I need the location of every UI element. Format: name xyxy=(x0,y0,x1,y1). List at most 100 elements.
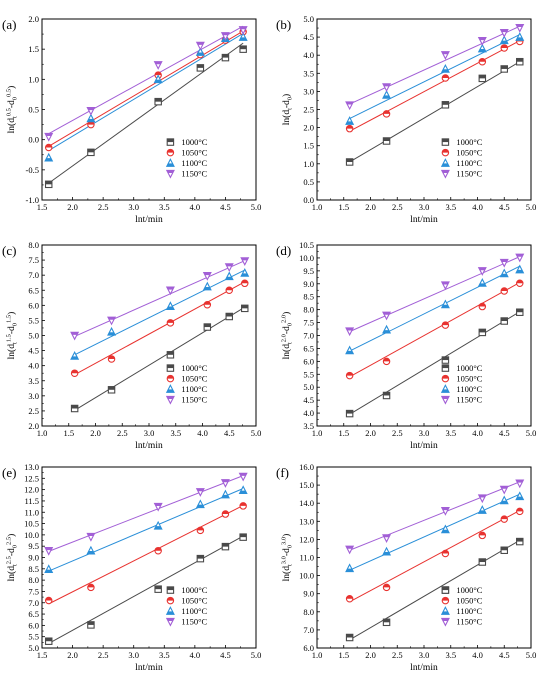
data-point-fill xyxy=(441,507,449,511)
legend-label: 1050°C xyxy=(456,596,482,606)
y-tick-label: 3.5 xyxy=(303,68,314,78)
data-point-fill xyxy=(442,321,449,326)
y-tick-label: 0.5 xyxy=(303,177,314,187)
y-tick-label: 6.5 xyxy=(28,285,39,295)
data-point-fill xyxy=(346,546,354,549)
data-point-fill xyxy=(441,529,449,533)
y-tick-label: 6.0 xyxy=(28,620,39,630)
legend-label: 1050°C xyxy=(456,148,482,158)
y-tick-label: 2.0 xyxy=(28,421,39,431)
legend-marker-fill xyxy=(441,170,449,173)
y-tick-label: 1.0 xyxy=(303,159,314,169)
data-point-fill xyxy=(501,65,508,69)
data-point-fill xyxy=(501,547,508,551)
data-point-fill xyxy=(154,61,162,65)
data-point-fill xyxy=(501,287,508,292)
data-point-fill xyxy=(442,74,449,79)
legend-label: 1050°C xyxy=(181,374,207,384)
data-point-fill xyxy=(204,301,211,305)
legend-label: 1000°C xyxy=(181,137,207,147)
data-point-fill xyxy=(197,555,204,559)
fit-line xyxy=(349,34,520,119)
x-tick-label: 1.0 xyxy=(312,428,323,438)
panel-label: (c) xyxy=(2,243,16,258)
data-point-fill xyxy=(241,280,248,284)
panel-b: 1.0 1.5 2.0 2.5 3.0 3.5 4.0 4.5 5.0 0.0 0.5 1.0 1.5 2… xyxy=(276,14,536,225)
legend-marker-fill xyxy=(167,597,174,601)
legend-label: 1000°C xyxy=(181,585,207,595)
x-tick-label: 1.5 xyxy=(338,202,349,212)
data-point-fill xyxy=(45,158,53,161)
y-tick-label: 9.5 xyxy=(303,266,314,276)
data-point-fill xyxy=(154,585,162,590)
data-point-fill xyxy=(241,257,249,261)
y-tick-label: 9.0 xyxy=(28,553,39,563)
data-point-fill xyxy=(226,287,233,291)
y-tick-label: 8.0 xyxy=(303,305,314,315)
data-point-fill xyxy=(382,330,391,334)
y-axis-label: ln(dt1.5-d01.5) xyxy=(6,312,19,360)
y-tick-label: 5.5 xyxy=(28,632,39,642)
panel-label: (a) xyxy=(2,17,16,32)
data-point-fill xyxy=(45,181,52,185)
data-point-fill xyxy=(166,287,174,290)
data-point-fill xyxy=(196,488,204,492)
x-axis-label: lnt/min xyxy=(410,215,438,225)
y-tick-label: 13.0 xyxy=(299,516,314,526)
x-tick-label: 3.0 xyxy=(128,650,139,660)
data-point-fill xyxy=(500,259,508,262)
fit-line xyxy=(48,25,244,135)
data-point-fill xyxy=(442,101,449,105)
x-tick-label: 4.0 xyxy=(190,650,201,660)
panel-f: 1.0 1.5 2.0 2.5 3.0 3.5 4.0 4.5 5.0 6.0 7.0 8.0 9.0 1… xyxy=(276,462,536,673)
legend-label: 1150°C xyxy=(456,395,482,405)
data-point-fill xyxy=(154,526,162,530)
x-tick-label: 4.0 xyxy=(190,202,201,212)
data-point-fill xyxy=(516,280,523,284)
data-point-fill xyxy=(479,532,486,536)
data-point-fill xyxy=(108,355,115,360)
y-tick-label: 4.0 xyxy=(28,361,39,371)
x-tick-label: 4.5 xyxy=(220,202,231,212)
panel-e: 1.5 2.0 2.5 3.0 3.5 4.0 4.5 5.05.05.56.06.57.07… xyxy=(2,462,261,673)
y-tick-label: 10.0 xyxy=(299,253,314,263)
x-tick-label: 2.0 xyxy=(67,650,78,660)
y-tick-label: 0.0 xyxy=(303,195,314,205)
y-tick-label: 7.0 xyxy=(303,331,314,341)
x-tick-label: 3.5 xyxy=(159,202,170,212)
x-tick-label: 5.0 xyxy=(526,202,537,212)
y-tick-label: 0.0 xyxy=(28,135,39,145)
y-tick-label: 11.0 xyxy=(299,553,314,563)
data-point-fill xyxy=(221,479,230,483)
data-point-fill xyxy=(107,332,116,336)
legend-label: 1100°C xyxy=(456,158,482,168)
legend-marker-fill xyxy=(166,170,174,173)
x-tick-label: 2.5 xyxy=(392,428,403,438)
y-tick-label: 5.0 xyxy=(303,14,314,24)
data-point-fill xyxy=(346,125,353,129)
fit-line xyxy=(74,281,246,376)
legend-marker-fill xyxy=(441,396,449,399)
data-point-fill xyxy=(107,317,116,320)
data-point-fill xyxy=(346,350,354,354)
data-point-fill xyxy=(346,121,354,125)
legend-label: 1100°C xyxy=(181,158,207,168)
x-tick-label: 4.5 xyxy=(224,428,235,438)
x-axis-label: lnt/min xyxy=(135,663,163,673)
x-tick-label: 1.0 xyxy=(312,650,323,660)
data-point-fill xyxy=(241,273,249,277)
x-tick-label: 3.0 xyxy=(128,202,139,212)
legend-label: 1150°C xyxy=(181,395,207,405)
y-tick-label: 1.5 xyxy=(28,44,39,54)
data-point-fill xyxy=(167,351,174,355)
fit-line xyxy=(349,282,521,378)
fit-line xyxy=(349,493,520,571)
fit-line xyxy=(349,25,520,105)
x-axis-label: lnt/min xyxy=(135,441,163,451)
y-axis-label: ln(dt3.0-d03.0) xyxy=(281,534,294,582)
data-point-fill xyxy=(87,584,95,588)
data-point-fill xyxy=(239,490,247,494)
fit-line xyxy=(48,505,244,605)
legend-label: 1150°C xyxy=(456,169,482,179)
data-point-fill xyxy=(478,49,486,52)
